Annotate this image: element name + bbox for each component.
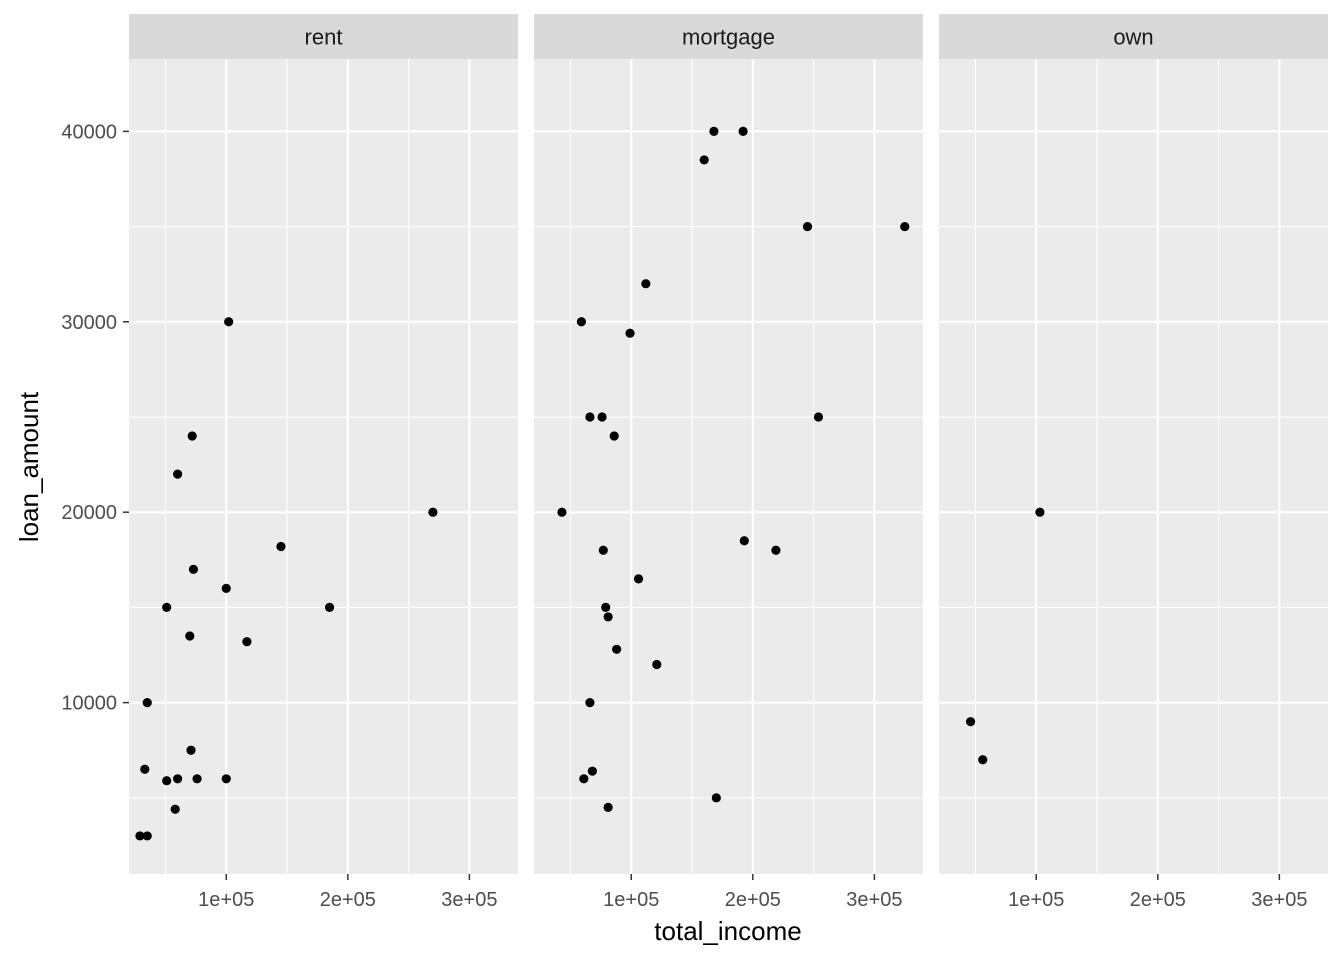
x-tick-label: 3e+05 [846,889,902,911]
data-point [633,574,644,584]
x-tick-label: 3e+05 [1251,889,1307,911]
data-point [603,802,613,812]
data-point [601,602,611,613]
facet-strip [129,14,518,59]
data-point [557,507,567,517]
data-point [162,776,172,786]
data-point [771,545,781,555]
y-tick-label: 40000 [61,121,117,143]
data-point [978,755,988,765]
y-tick-label: 20000 [61,502,117,524]
panel-background [939,59,1328,874]
x-tick-label: 1e+05 [1008,889,1064,911]
facet-strip-label: mortgage [682,25,775,50]
data-point [142,698,152,708]
data-point [900,221,910,232]
data-point [813,412,824,422]
x-tick-label: 2e+05 [1130,889,1186,911]
data-point [173,469,183,479]
data-point [609,431,619,441]
data-point [185,631,195,641]
data-point [802,221,813,232]
data-point [192,774,202,784]
panel-background [534,59,923,874]
data-point [242,637,252,647]
data-point [612,644,622,654]
facet-strip [939,14,1328,59]
data-point [699,155,709,165]
data-point [625,328,635,338]
data-point [170,804,180,814]
data-point [603,612,613,622]
x-tick-label: 1e+05 [198,889,254,911]
x-tick-label: 3e+05 [441,889,497,911]
data-point [585,698,595,708]
y-axis: 10000 20000 30000 40000 [61,121,129,715]
data-point [585,412,595,422]
facet-panel-own: own 1e+05 2e+05 3e+05 [939,14,1328,911]
data-point [187,431,197,441]
data-point [966,717,976,727]
facet-panel-mortgage: mortgage 1e+05 2e+05 3e+05 [534,14,923,911]
data-point [428,507,438,517]
data-point [224,317,234,327]
data-point [587,766,597,776]
data-point [738,126,748,136]
data-point [173,774,183,784]
data-point [221,583,231,593]
data-point [739,536,749,546]
facet-strip-label: rent [305,25,343,50]
data-point [162,602,172,613]
data-point [579,774,589,784]
data-point [652,659,662,670]
x-axis-title: total_income [654,916,801,946]
data-point [142,831,152,841]
data-point [140,764,150,774]
data-point [598,545,608,555]
data-point [221,774,231,784]
data-point [135,831,145,841]
data-point [711,793,721,803]
data-point [1035,507,1045,517]
facet-strip-label: own [1113,25,1153,50]
data-point [641,279,651,289]
facet-panels: rent 1e+05 2e+05 3e+05 mortgage 1e+05 2e+05 3e+… [129,14,1328,911]
x-tick-label: 1e+05 [603,889,659,911]
x-tick-label: 2e+05 [725,889,781,911]
panel-background [129,59,518,874]
x-tick-label: 2e+05 [320,889,376,911]
facet-panel-rent: rent 1e+05 2e+05 3e+05 [129,14,518,911]
data-point [576,317,587,327]
facet-strip [534,14,923,59]
data-point [324,602,335,613]
y-axis-title: loan_amount [14,391,44,542]
data-point [709,126,719,136]
data-point [188,564,199,574]
data-point [597,412,607,422]
y-tick-label: 30000 [61,312,117,334]
data-point [186,745,196,755]
y-tick-label: 10000 [61,693,117,715]
data-point [276,541,286,552]
